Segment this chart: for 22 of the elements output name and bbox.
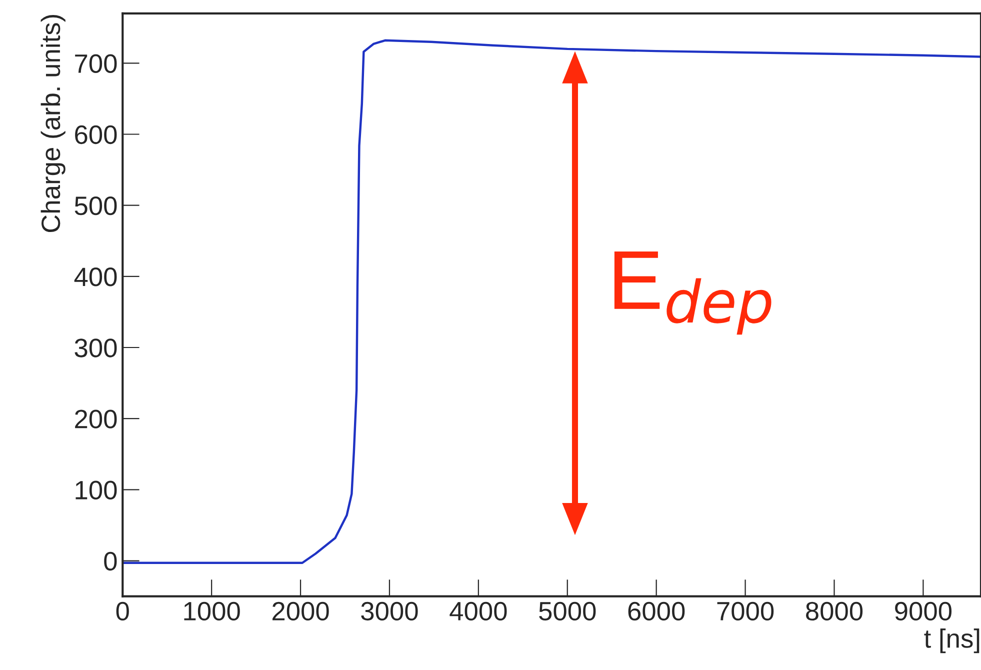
x-tick-label: 2000	[272, 602, 329, 621]
x-tick-label: 0	[116, 602, 129, 621]
x-tick-label: 1000	[184, 602, 240, 621]
x-tick-label: 7000	[717, 602, 774, 621]
line-series	[122, 39, 981, 564]
x-tick-label: 8000	[806, 602, 863, 621]
y-tick-label: 0	[104, 552, 117, 571]
x-tick-label: 3000	[361, 602, 418, 621]
y-tick-label: 300	[74, 338, 117, 358]
y-tick-label: 500	[74, 196, 117, 216]
y-tick-label: 700	[75, 54, 117, 73]
annotation: E$_{dep}$	[614, 252, 772, 335]
x-tick-label: 5000	[539, 602, 596, 621]
y-tick-label: 100	[76, 480, 117, 500]
x-tick-label: 4000	[450, 602, 507, 621]
y-tick-label: 600	[75, 125, 117, 144]
y-axis-title: Charge (arb. units)	[40, 15, 66, 232]
x-tick-label: 9000	[895, 602, 952, 621]
x-tick-label: 6000	[628, 602, 685, 621]
y-tick-label: 200	[75, 410, 117, 428]
y-tick-label: 400	[74, 268, 117, 286]
x-axis-title: t [ns]	[924, 628, 980, 654]
